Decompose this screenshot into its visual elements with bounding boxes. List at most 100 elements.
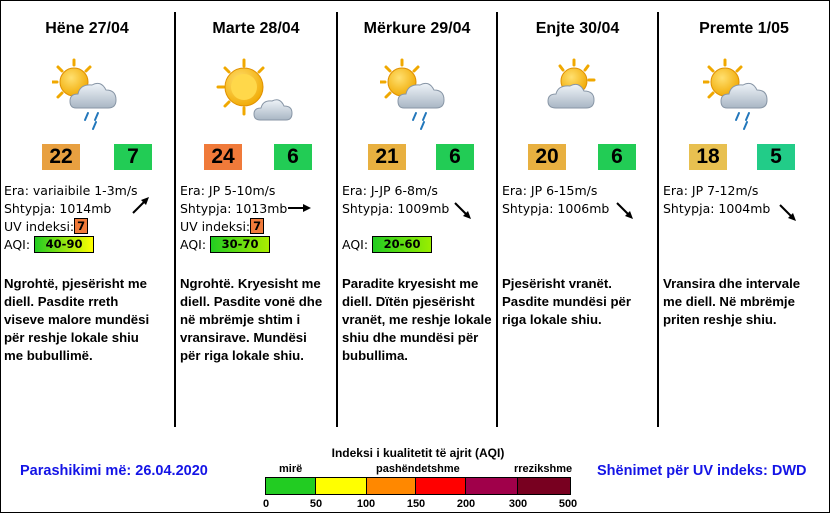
aqi-scale-tick: 500 — [558, 498, 578, 510]
aqi-scale-segment — [518, 478, 570, 494]
aqi-label: AQI: — [180, 237, 207, 252]
pressure-row: Shtypja: 1014mb — [4, 197, 149, 218]
column-divider — [657, 12, 659, 427]
aqi-scale-label-hazardous: rrezikshme — [514, 463, 573, 475]
description-line: diell. Pasdite rreth — [4, 294, 119, 309]
description-line: shiu dhe mundësi për — [342, 330, 479, 345]
uv-badge: 7 — [74, 218, 89, 234]
aqi-scale-label-unhealthy: pashëndetshme — [376, 463, 460, 475]
forecast-date: Parashikimi më: 26.04.2020 — [20, 463, 208, 479]
uv-label: UV indeksi: — [4, 219, 75, 234]
day-title: Enjte 30/04 — [535, 20, 620, 37]
uv-row: UV indeksi: 7 — [4, 218, 138, 236]
aqi-badge: 30-70 — [210, 236, 271, 253]
day-column: Premte 1/05 18 5 Era: JP 7-12m/s Shtypja… — [659, 0, 829, 432]
aqi-scale-segment — [266, 478, 316, 494]
description-line: Pasdite mundësi për — [502, 294, 631, 309]
wind-text: Era: variaibile 1-3m/s — [4, 183, 138, 198]
description-line: viseve malore mundësi — [4, 312, 150, 327]
aqi-scale-segment — [316, 478, 367, 494]
temperature-badge: 22 — [42, 144, 80, 170]
column-divider — [496, 12, 498, 427]
sun-cloud-icon — [216, 58, 293, 121]
aqi-label: AQI: — [342, 237, 369, 252]
aqi-scale-tick: 200 — [456, 498, 476, 510]
wind-text: Era: JP 7-12m/s — [663, 183, 759, 198]
wind-arrow-icon — [616, 202, 633, 219]
sun-cloud-icon — [547, 58, 596, 109]
description-line: vranët, me reshje lokale — [342, 312, 492, 327]
day-column: Hëne 27/04 22 7 Era: variaibile 1-3m/s S… — [0, 0, 174, 432]
wind-arrow-icon — [288, 204, 311, 212]
description-line: në mbrëmje shtim i — [180, 312, 301, 327]
temperature-badge: 20 — [528, 144, 566, 170]
aqi-label: AQI: — [4, 237, 31, 252]
description-line: vransirave. Mundësi — [180, 330, 307, 345]
pressure-row: Shtypja: 1009mb — [342, 200, 471, 219]
pressure-text: Shtypja: 1006mb — [502, 201, 610, 216]
aqi-scale-tick: 300 — [508, 498, 528, 510]
description-line: diell. Dïtën pjesërisht — [342, 294, 475, 309]
description-line: për riga lokale shiu. — [180, 348, 304, 363]
temperature-badge: 24 — [204, 144, 242, 170]
weather-details: Era: J-JP 6-8m/s Shtypja: 1009mb AQI: 20… — [342, 182, 471, 254]
uv-row: UV indeksi: 7 — [180, 218, 287, 236]
forecast-description: Paradite kryesisht me diell. Dïtën pjesë… — [342, 275, 492, 365]
weather-details: Era: JP 5-10m/s Shtypja: 1013mb UV indek… — [180, 182, 311, 254]
description-line: për reshje lokale shiu — [4, 330, 139, 345]
index-badge: 6 — [598, 144, 636, 170]
forecast-description: Vransira dhe intervale me diell. Në mbrë… — [663, 275, 800, 329]
temperature-badge: 21 — [368, 144, 406, 170]
wind-text: Era: JP 6-15m/s — [502, 183, 598, 198]
aqi-scale-label-good: mirë — [279, 463, 303, 475]
day-column: Mërkure 29/04 21 6 Era: J-JP 6-8m/s Shty… — [338, 0, 496, 432]
sun-cloud-rain-icon — [380, 58, 445, 130]
description-line: me diell. Në mbrëmje — [663, 294, 795, 309]
wind-arrow-icon — [454, 202, 471, 219]
description-line: Ngrohtë. Kryesisht me — [180, 276, 321, 291]
weather-details: Era: variaibile 1-3m/s Shtypja: 1014mb U… — [4, 182, 149, 254]
sun-cloud-rain-icon — [703, 58, 768, 130]
uv-badge: 7 — [250, 218, 265, 234]
description-line: Vransira dhe intervale — [663, 276, 801, 291]
forecast-description: Ngrohtë. Kryesisht me diell. Pasdite von… — [180, 275, 322, 365]
weather-details: Era: JP 6-15m/s Shtypja: 1006mb — [502, 182, 633, 219]
description-line: priten reshje shiu. — [663, 312, 777, 327]
spacer-row — [342, 218, 449, 236]
description-line: bubullima. — [342, 348, 408, 363]
uv-label: UV indeksi: — [180, 219, 251, 234]
aqi-row: AQI: 40-90 — [4, 236, 138, 254]
pressure-text: Shtypja: 1013mb — [180, 201, 288, 216]
index-badge: 6 — [436, 144, 474, 170]
day-title: Hëne 27/04 — [45, 20, 129, 37]
pressure-text: Shtypja: 1009mb — [342, 201, 450, 216]
pressure-text: Shtypja: 1014mb — [4, 201, 112, 216]
description-line: riga lokale shiu. — [502, 312, 602, 327]
day-title: Marte 28/04 — [212, 20, 300, 37]
day-column: Marte 28/04 24 6 Era: JP 5-10m/s Shtypja… — [176, 0, 336, 432]
day-title: Premte 1/05 — [699, 20, 789, 37]
description-line: Paradite kryesisht me — [342, 276, 479, 291]
aqi-scale-title: Indeksi i kualitetit të ajrit (AQI) — [331, 446, 505, 460]
forecast-description: Pjesërisht vranët. Pasdite mundësi për r… — [502, 275, 631, 329]
forecast-description: Ngrohtë, pjesërisht me diell. Pasdite rr… — [4, 275, 149, 365]
aqi-scale-segment — [466, 478, 518, 494]
index-badge: 5 — [757, 144, 795, 170]
weather-details: Era: JP 7-12m/s Shtypja: 1004mb — [663, 182, 796, 221]
day-title: Mërkure 29/04 — [363, 20, 471, 37]
index-badge: 6 — [274, 144, 312, 170]
column-divider — [174, 12, 176, 427]
wind-text: Era: J-JP 6-8m/s — [342, 183, 438, 198]
sun-cloud-rain-icon — [52, 58, 117, 130]
uv-source-note: Shënimet për UV indeks: DWD — [597, 463, 807, 479]
wind-arrow-icon — [779, 204, 796, 221]
aqi-scale-tick: 50 — [309, 498, 323, 510]
index-badge: 7 — [114, 144, 152, 170]
temperature-badge: 18 — [689, 144, 727, 170]
pressure-row: Shtypja: 1013mb — [180, 200, 311, 218]
aqi-badge: 40-90 — [34, 236, 95, 253]
pressure-row: Shtypja: 1006mb — [502, 200, 633, 219]
pressure-text: Shtypja: 1004mb — [663, 201, 771, 216]
description-line: Pjesërisht vranët. — [502, 276, 612, 291]
description-line: Ngrohtë, pjesërisht me — [4, 276, 147, 291]
